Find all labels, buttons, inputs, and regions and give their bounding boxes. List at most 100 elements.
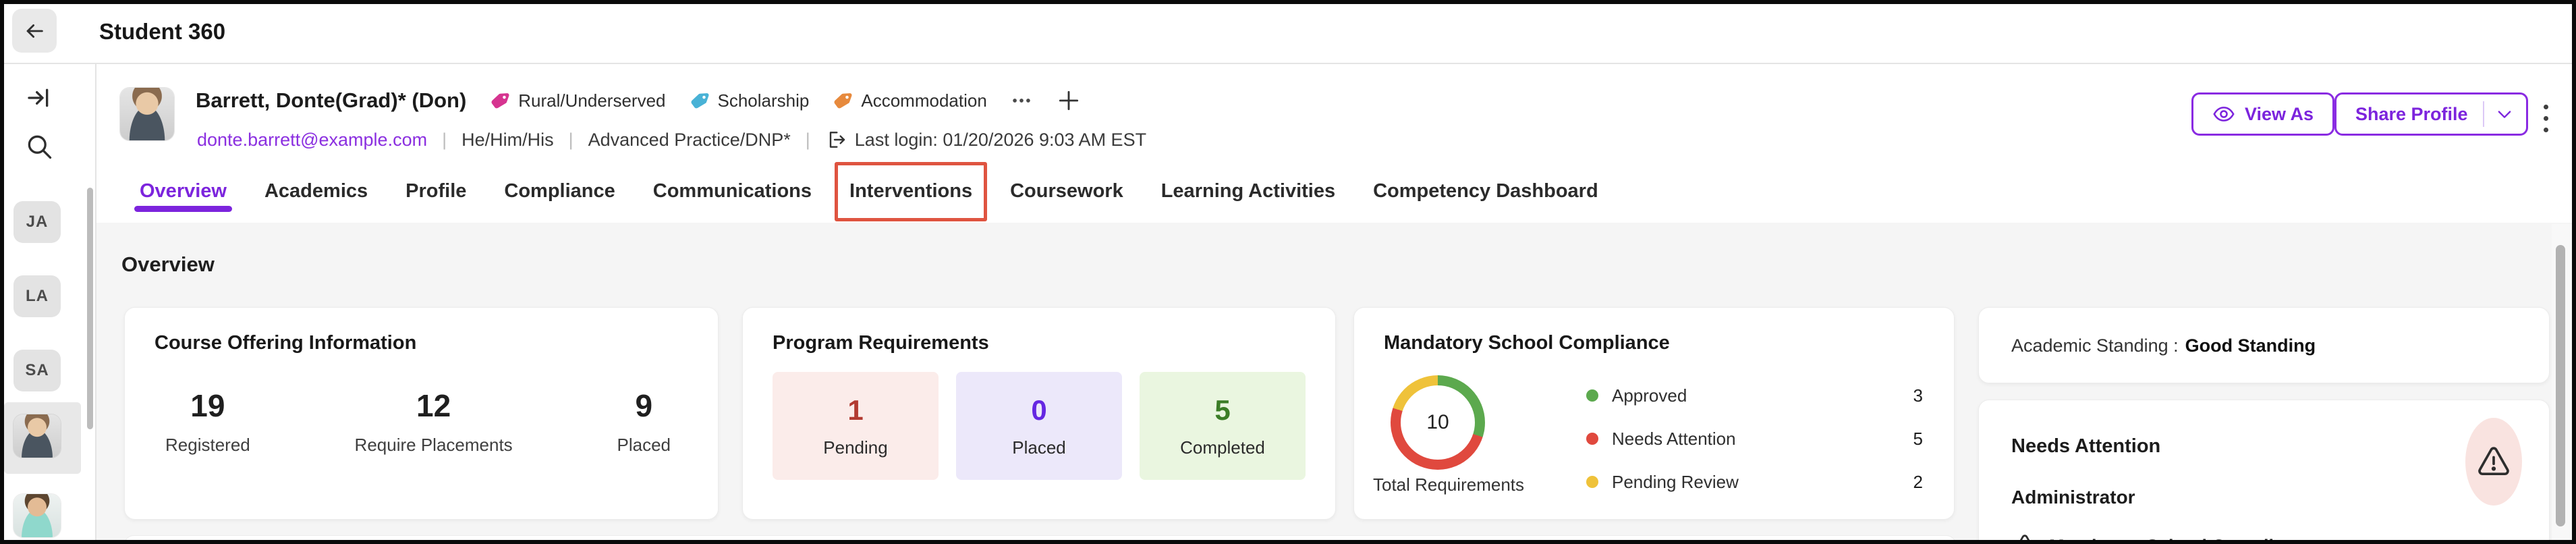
arrow-left-icon bbox=[23, 20, 46, 43]
stat-value: 5 bbox=[1214, 393, 1231, 426]
tag-icon bbox=[832, 90, 853, 111]
kebab-menu-icon[interactable] bbox=[2536, 99, 2556, 137]
legend-value: 5 bbox=[1913, 428, 1923, 449]
academic-standing-label: Academic Standing : bbox=[2011, 335, 2179, 356]
chevron-down-icon[interactable] bbox=[2484, 105, 2526, 124]
pronouns: He/Him/His bbox=[461, 129, 554, 150]
tag-rural-underserved: Rural/Underserved bbox=[489, 90, 666, 111]
last-login: Last login: 01/20/2026 9:03 AM EST bbox=[825, 129, 1146, 151]
tab-overview[interactable]: Overview bbox=[134, 167, 232, 215]
stat-label: Require Placements bbox=[354, 435, 513, 455]
tag-label: Scholarship bbox=[717, 90, 810, 111]
legend-dot-green bbox=[1586, 389, 1598, 402]
course-offering-card: Course Offering Information 19 Registere… bbox=[124, 307, 719, 520]
tab-interventions[interactable]: Interventions bbox=[835, 162, 988, 221]
tab-coursework[interactable]: Coursework bbox=[1010, 180, 1123, 202]
share-profile-button[interactable]: Share Profile bbox=[2334, 92, 2528, 136]
student-avatar-photo[interactable] bbox=[13, 494, 61, 537]
stat-box-pending: 1 Pending bbox=[773, 372, 939, 480]
top-bar: Student 360 bbox=[0, 0, 2576, 64]
tab-profile[interactable]: Profile bbox=[405, 180, 467, 202]
legend-label: Pending Review bbox=[1612, 471, 1739, 492]
legend-label: Approved bbox=[1612, 385, 1687, 406]
legend-dot-red bbox=[1586, 433, 1598, 445]
stat-placed: 9 Placed bbox=[617, 387, 671, 456]
stat-value: 0 bbox=[1031, 393, 1047, 426]
student-avatar-initials[interactable]: JA bbox=[13, 201, 61, 243]
profile-meta-row: donte.barrett@example.com | He/Him/His |… bbox=[197, 126, 1146, 153]
back-button[interactable] bbox=[12, 9, 57, 53]
tab-academics[interactable]: Academics bbox=[264, 180, 368, 202]
card-title: Course Offering Information bbox=[155, 332, 417, 354]
profile-tabs: Overview Academics Profile Compliance Co… bbox=[134, 162, 1600, 221]
overview-content: Overview Course Offering Information 19 … bbox=[96, 223, 2572, 544]
page-title: Student 360 bbox=[99, 18, 226, 44]
stat-value: 12 bbox=[416, 388, 451, 423]
student-email-link[interactable]: donte.barrett@example.com bbox=[197, 129, 428, 150]
tag-icon bbox=[489, 90, 511, 111]
tag-label: Rural/Underserved bbox=[518, 90, 666, 111]
eye-icon bbox=[2212, 103, 2235, 126]
student-avatar-initials[interactable]: SA bbox=[13, 350, 61, 391]
last-login-text: Last login: 01/20/2026 9:03 AM EST bbox=[854, 129, 1147, 150]
stat-label: Placed bbox=[1012, 437, 1066, 458]
stat-require-placements: 12 Require Placements bbox=[355, 387, 513, 456]
tag-accommodation: Accommodation bbox=[832, 90, 987, 111]
tab-competency-dashboard[interactable]: Competency Dashboard bbox=[1373, 180, 1598, 202]
needs-attention-item-label: Mandatory School Compliance bbox=[2049, 536, 2316, 544]
more-tags-icon[interactable] bbox=[1010, 89, 1033, 112]
tab-compliance[interactable]: Compliance bbox=[504, 180, 615, 202]
legend-row-needs-attention: Needs Attention 5 bbox=[1586, 424, 1923, 454]
separator: | bbox=[568, 129, 573, 150]
stat-registered: 19 Registered bbox=[165, 387, 250, 456]
compliance-legend: Approved 3 Needs Attention 5 Pending Rev… bbox=[1586, 381, 1923, 497]
page-scrollbar-thumb[interactable] bbox=[2556, 245, 2565, 526]
needs-attention-title: Needs Attention bbox=[2011, 435, 2161, 457]
student-avatar-initials[interactable]: LA bbox=[13, 275, 61, 317]
needs-attention-card: Needs Attention Administrator Mandatory … bbox=[1978, 400, 2550, 544]
add-tag-icon[interactable] bbox=[1056, 88, 1082, 113]
stat-box-placed: 0 Placed bbox=[956, 372, 1122, 480]
program-name: Advanced Practice/DNP* bbox=[588, 129, 791, 150]
expand-sidebar-icon[interactable] bbox=[26, 84, 53, 111]
stat-box-completed: 5 Completed bbox=[1140, 372, 1306, 480]
search-icon[interactable] bbox=[24, 132, 54, 161]
program-stat-boxes: 1 Pending 0 Placed 5 Completed bbox=[773, 372, 1306, 480]
program-requirements-card: Program Requirements 1 Pending 0 Placed … bbox=[742, 307, 1336, 520]
section-heading: Overview bbox=[121, 252, 215, 276]
tab-learning-activities[interactable]: Learning Activities bbox=[1160, 180, 1336, 202]
needs-attention-item[interactable]: Mandatory School Compliance bbox=[2011, 533, 2316, 544]
legend-value: 3 bbox=[1913, 385, 1923, 406]
legend-value: 2 bbox=[1913, 471, 1923, 492]
view-as-button[interactable]: View As bbox=[2191, 92, 2335, 136]
compliance-donut-chart: 10 bbox=[1391, 375, 1485, 470]
profile-header: Barrett, Donte(Grad)* (Don) Rural/Unders… bbox=[96, 64, 2572, 223]
view-as-label: View As bbox=[2245, 103, 2314, 124]
separator: | bbox=[442, 129, 447, 150]
stat-label: Registered bbox=[165, 435, 250, 455]
button-divider bbox=[2482, 101, 2484, 127]
tab-communications[interactable]: Communications bbox=[652, 180, 812, 202]
card-title: Program Requirements bbox=[773, 332, 989, 354]
separator: | bbox=[805, 129, 810, 150]
stat-value: 9 bbox=[635, 388, 653, 423]
warning-triangle-icon bbox=[2011, 533, 2038, 544]
needs-attention-role: Administrator bbox=[2011, 487, 2135, 508]
stat-value: 1 bbox=[847, 393, 864, 426]
student-avatar-photo-selected[interactable] bbox=[13, 414, 61, 458]
compliance-card: Mandatory School Compliance 10 Total Req… bbox=[1353, 307, 1955, 520]
donut-caption: Total Requirements bbox=[1373, 474, 1524, 495]
student-photo bbox=[13, 414, 61, 458]
donut-total-value: 10 bbox=[1426, 411, 1449, 433]
student-photo bbox=[13, 494, 61, 537]
tag-scholarship: Scholarship bbox=[689, 90, 810, 111]
share-profile-label: Share Profile bbox=[2355, 103, 2468, 124]
legend-label: Needs Attention bbox=[1612, 428, 1736, 449]
name-row: Barrett, Donte(Grad)* (Don) Rural/Unders… bbox=[196, 84, 1082, 117]
student-rail: JA LA SA bbox=[0, 64, 96, 544]
academic-standing: Academic Standing : Good Standing bbox=[2011, 308, 2316, 384]
rail-scrollbar-thumb[interactable] bbox=[87, 188, 93, 429]
profile-avatar bbox=[120, 88, 174, 140]
academic-standing-card: Academic Standing : Good Standing bbox=[1978, 307, 2550, 383]
